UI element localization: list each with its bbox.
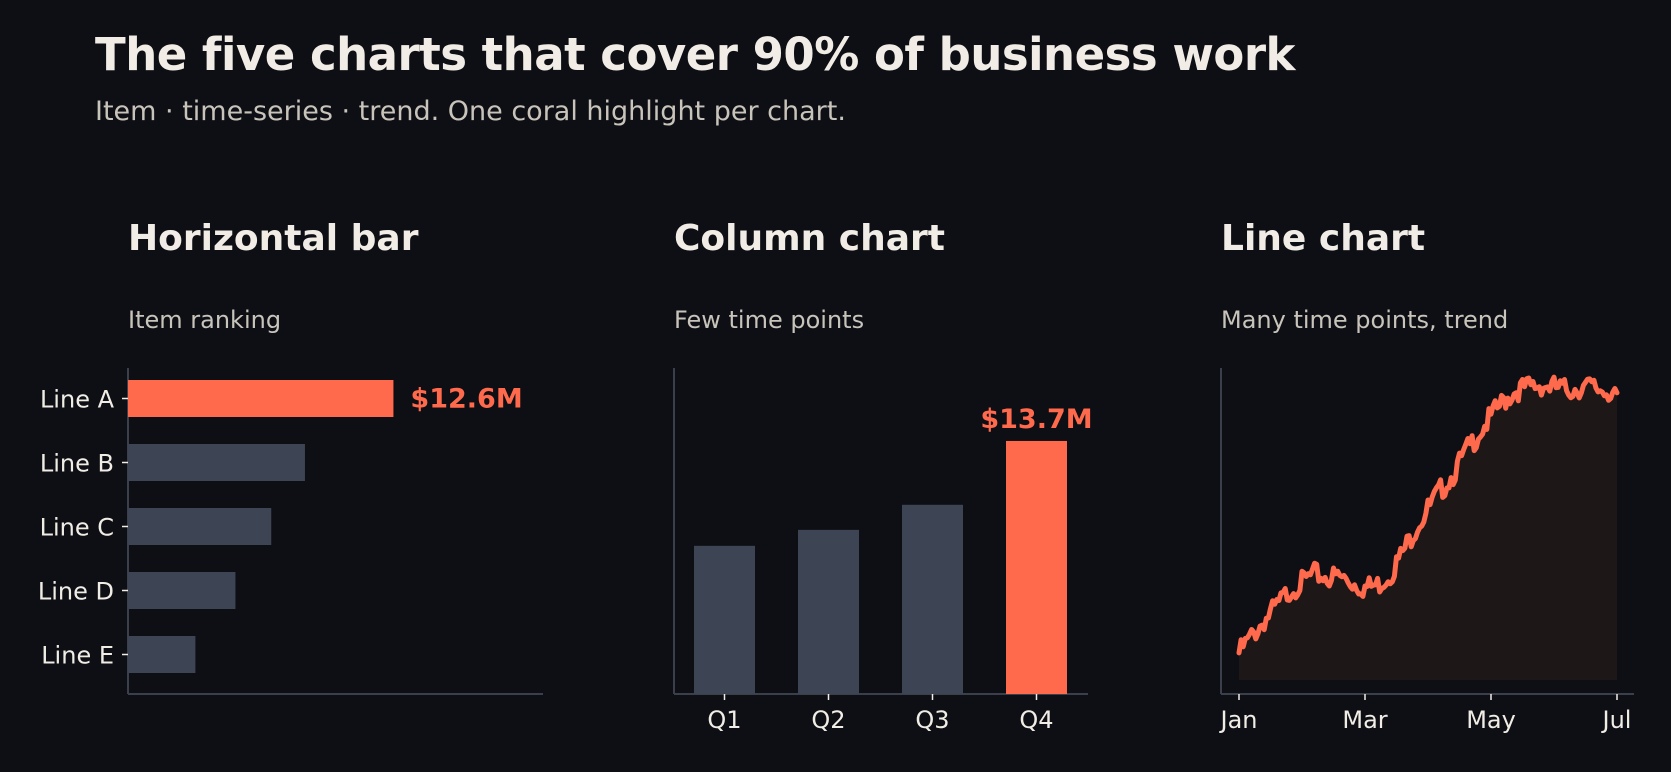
hbar-tick-label: Line A: [40, 386, 115, 414]
column-tick-label: Q3: [915, 706, 949, 734]
page-title: The five charts that cover 90% of busine…: [95, 28, 1295, 81]
line-tick-label: Jan: [1219, 706, 1258, 734]
column-bar: [798, 529, 859, 694]
hbar-tick-label: Line B: [40, 450, 114, 478]
column-chart-subtitle: Few time points: [674, 306, 865, 334]
column-bar: [1006, 440, 1067, 694]
horizontal-bar-chart: Line A $12.6M Line B Line C Line D Line E: [38, 368, 543, 695]
column-tick-label: Q2: [811, 706, 845, 734]
hbar-tick-label: Line E: [41, 642, 114, 670]
bar-chart-title: Horizontal bar: [128, 218, 419, 259]
hbar-data-label: $12.6M: [410, 384, 522, 415]
line-tick-label: Jul: [1601, 706, 1632, 734]
column-data-label: $13.7M: [980, 404, 1092, 435]
column-chart-title: Column chart: [674, 218, 946, 259]
column-chart: Q1 Q2 Q3 Q4 $13.7M: [673, 368, 1093, 734]
line-chart-title: Line chart: [1221, 218, 1426, 259]
hbar-bar: [128, 508, 272, 545]
bar-chart-subtitle: Item ranking: [128, 306, 282, 334]
line-area-fill: [1239, 377, 1617, 680]
column-tick-label: Q1: [707, 706, 741, 734]
line-series: [1236, 374, 1620, 656]
column-bar: [902, 504, 963, 694]
column-tick-label: Q4: [1019, 706, 1053, 734]
line-tick-label: Mar: [1342, 706, 1387, 734]
hbar-tick-label: Line C: [40, 514, 114, 542]
line-tick-label: May: [1466, 706, 1516, 734]
line-chart: Jan Mar May Jul: [1219, 368, 1634, 734]
page-subtitle: Item · time-series · trend. One coral hi…: [95, 96, 846, 127]
column-bar: [694, 545, 755, 694]
hbar-bar: [128, 444, 305, 481]
hbar-bar: [128, 380, 394, 417]
hbar-bar: [128, 572, 236, 609]
hbar-tick-label: Line D: [38, 578, 114, 606]
line-chart-subtitle: Many time points, trend: [1221, 306, 1509, 334]
hbar-bar: [128, 636, 196, 673]
